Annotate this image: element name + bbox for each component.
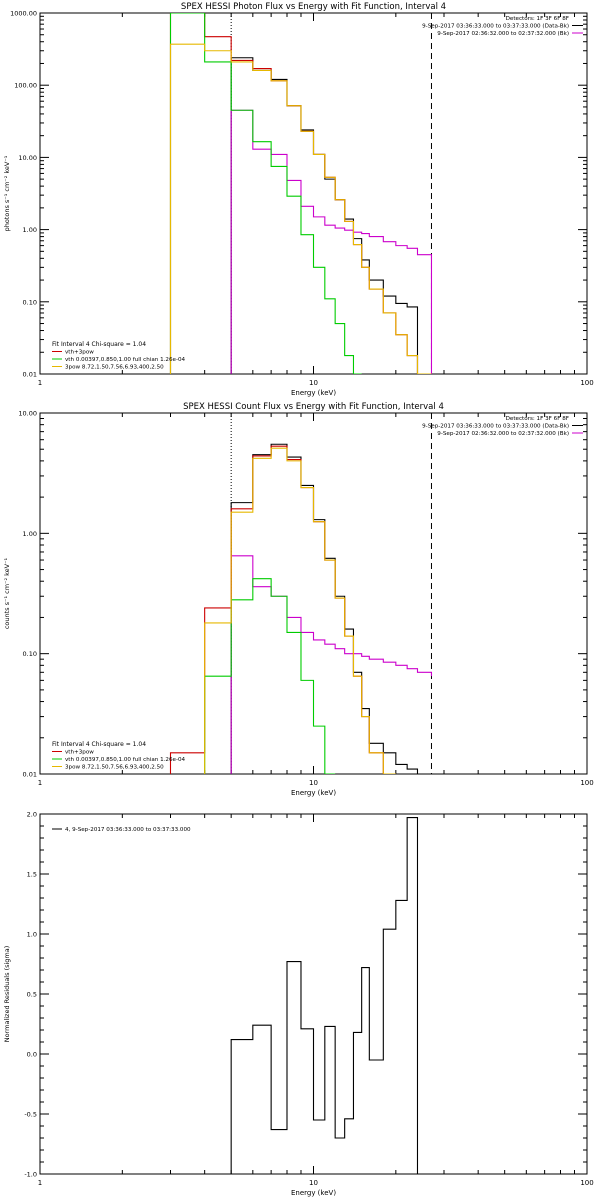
y-tick-label: 1.00 (23, 530, 37, 538)
series-line-4 (204, 578, 336, 774)
series-line-5 (169, 43, 432, 374)
chart-title: SPEX HESSI Count Flux vs Energy with Fit… (183, 402, 444, 412)
legend-label: 4, 9-Sep-2017 03:36:33.000 to 03:37:33.0… (65, 827, 191, 833)
series-group (169, 443, 433, 774)
chart-panel-3: 1 10 100 Energy (keV) -1.0 -0.5 0.0 0.5 1.0 1.5 2.… (3, 811, 594, 1198)
y-tick-label: 1000.00 (10, 10, 37, 18)
legend-label: 3pow 8.72,1.50,7.56,6.93,400,2.50 (65, 365, 164, 371)
series-line-1 (230, 57, 432, 374)
y-axis-label: Normalized Residuals (sigma) (3, 946, 11, 1043)
x-tick-label: 1 (38, 1179, 42, 1187)
y-tick-label: 10.00 (18, 410, 37, 418)
x-tick-label: 1 (38, 379, 42, 387)
fit-label: Fit Interval 4 Chi-square = 1.04 (52, 741, 146, 748)
header-text: 9-Sep-2017 03:36:33.000 to 03:37:33.000 … (422, 24, 569, 30)
y-tick-label: 0.10 (23, 650, 37, 658)
y-tick-label: 10.00 (18, 154, 37, 162)
x-tick-label: 1 (38, 779, 42, 787)
x-tick-label: 100 (580, 779, 593, 787)
fit-label: Fit Interval 4 Chi-square = 1.04 (52, 341, 146, 348)
series-line-5 (204, 447, 396, 774)
series-line-1 (230, 817, 419, 1174)
y-tick-label: 0.10 (23, 298, 37, 306)
legend-label: 3pow 8.72,1.50,7.56,6.93,400,2.50 (65, 765, 164, 771)
header-text: Detectors: 1F 3F 6F 8F (506, 16, 569, 22)
x-tick-label: 10 (309, 1179, 318, 1187)
x-tick-label: 10 (309, 779, 318, 787)
chart-title: SPEX HESSI Photon Flux vs Energy with Fi… (181, 2, 446, 12)
legend-label: vth 0.00397,0.850,1.00 full chian 1.26e-… (65, 357, 186, 363)
x-tick-label: 100 (580, 1179, 593, 1187)
x-axis-label: Energy (keV) (291, 789, 336, 797)
series-group (230, 817, 419, 1174)
header-text: 9-Sep-2017 02:36:32.000 to 02:37:32.000 … (437, 31, 569, 37)
y-tick-label: 0.01 (23, 371, 37, 379)
y-tick-label: 0.01 (23, 771, 37, 779)
y-axis-label: counts s⁻¹ cm⁻² keV⁻¹ (3, 557, 11, 629)
legend-label: vth+3pow (65, 750, 94, 756)
y-tick-label: -1.0 (24, 1171, 37, 1179)
y-axis-label: photons s⁻¹ cm⁻² keV⁻¹ (3, 155, 11, 231)
y-tick-label: 1.00 (23, 226, 37, 234)
series-group (169, 13, 433, 374)
x-tick-label: 100 (580, 379, 593, 387)
y-tick-label: 0.0 (27, 1051, 37, 1059)
series-line-1 (230, 443, 419, 774)
y-tick-label: 2.0 (27, 811, 37, 819)
chart-panel-2: SPEX HESSI Count Flux vs Energy with Fit… (3, 402, 594, 797)
y-tick-label: 1.5 (27, 871, 37, 879)
y-tick-label: 0.5 (27, 991, 37, 999)
y-tick-label: 100.00 (14, 82, 37, 90)
series-line-2 (230, 555, 433, 774)
legend-label: vth+3pow (65, 350, 94, 356)
y-tick-label: -0.5 (24, 1111, 37, 1119)
header-text: Detectors: 1F 3F 6F 8F (506, 416, 569, 422)
header-text: 9-Sep-2017 03:36:33.000 to 03:37:33.000 … (422, 424, 569, 430)
x-axis-label: Energy (keV) (291, 389, 336, 397)
x-tick-label: 10 (309, 379, 318, 387)
header-text: 9-Sep-2017 02:36:32.000 to 02:37:32.000 … (437, 431, 569, 437)
legend-label: vth 0.00397,0.850,1.00 full chian 1.26e-… (65, 757, 186, 763)
series-line-2 (230, 109, 433, 374)
x-axis-label: Energy (keV) (291, 1189, 336, 1197)
series-line-4 (169, 13, 362, 374)
chart-panel-1: SPEX HESSI Photon Flux vs Energy with Fi… (3, 2, 594, 397)
plot-frame (39, 12, 588, 375)
y-tick-label: 1.0 (27, 931, 37, 939)
